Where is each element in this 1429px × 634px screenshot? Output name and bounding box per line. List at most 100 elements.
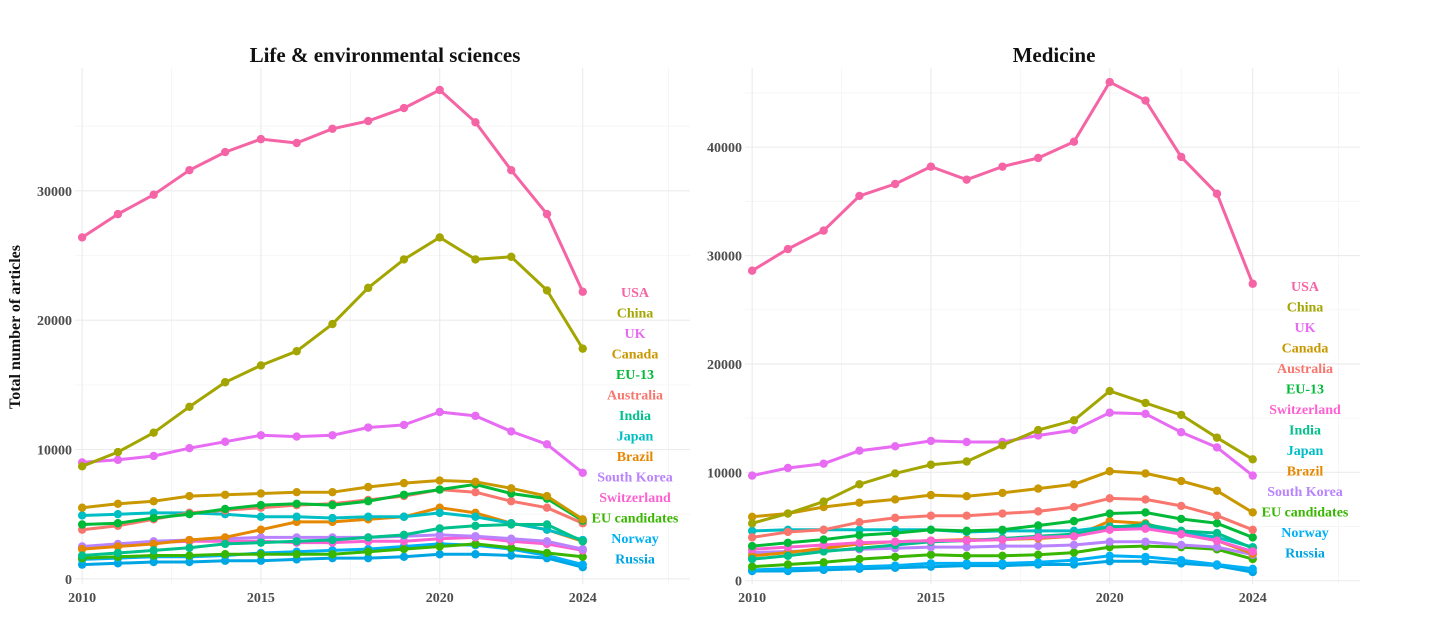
series-australia xyxy=(747,494,1257,542)
data-point xyxy=(1248,547,1257,556)
data-point xyxy=(1141,524,1150,533)
data-point xyxy=(1177,529,1186,539)
x-tick-label: 2024 xyxy=(569,591,597,606)
data-point xyxy=(1212,486,1222,495)
data-point xyxy=(998,509,1007,518)
data-point xyxy=(113,509,123,519)
y-tick-label: 30000 xyxy=(37,185,72,200)
data-point xyxy=(328,124,337,133)
data-point xyxy=(962,457,971,466)
data-point xyxy=(1248,533,1257,542)
data-point xyxy=(926,559,936,568)
data-point xyxy=(1033,153,1043,163)
data-point xyxy=(256,556,266,565)
data-point xyxy=(1212,189,1222,198)
data-point xyxy=(1141,537,1150,546)
data-point xyxy=(1069,480,1079,489)
data-point xyxy=(113,455,123,465)
data-point xyxy=(578,537,587,546)
data-point xyxy=(363,482,373,492)
data-point xyxy=(926,550,936,559)
y-axis-title: Total number of articles xyxy=(7,245,24,409)
series-label-norway: Norway xyxy=(1281,526,1328,541)
data-point xyxy=(1248,471,1257,480)
data-point xyxy=(220,550,230,559)
data-point xyxy=(926,436,936,446)
data-point xyxy=(578,560,587,569)
gridlines xyxy=(745,68,1360,584)
data-point xyxy=(471,255,480,264)
data-point xyxy=(747,562,757,571)
data-point xyxy=(1248,455,1257,464)
series-labels: USA China UK Canada EU-13 Australia India Japan… xyxy=(592,286,679,568)
data-point xyxy=(1212,433,1222,442)
data-point xyxy=(962,491,971,501)
data-point xyxy=(962,536,971,545)
data-point xyxy=(77,520,87,529)
data-point xyxy=(1105,537,1114,546)
data-point xyxy=(399,103,409,113)
data-point xyxy=(962,559,971,568)
data-point xyxy=(819,226,828,235)
data-point xyxy=(399,544,409,554)
data-point xyxy=(855,480,864,489)
data-point xyxy=(471,531,480,541)
data-point xyxy=(855,562,864,571)
data-point xyxy=(435,508,444,518)
data-point xyxy=(328,319,337,329)
data-point xyxy=(507,534,516,543)
series-label-eu-13: EU-13 xyxy=(1286,383,1324,398)
data-point xyxy=(578,544,587,554)
data-point xyxy=(783,244,793,254)
data-point xyxy=(220,378,230,387)
data-point xyxy=(1033,533,1043,542)
data-point xyxy=(507,165,516,175)
data-point xyxy=(292,512,301,521)
data-point xyxy=(471,411,480,421)
data-point xyxy=(220,147,230,157)
data-point xyxy=(542,548,552,558)
data-point xyxy=(1141,552,1150,562)
data-point xyxy=(819,525,828,534)
data-point xyxy=(77,551,87,560)
data-point xyxy=(1248,508,1257,517)
data-point xyxy=(855,538,864,548)
x-tick-label: 2024 xyxy=(1239,591,1267,606)
series-label-india: India xyxy=(1289,424,1321,439)
data-point xyxy=(783,527,793,537)
data-point xyxy=(507,484,516,493)
data-point xyxy=(1177,428,1186,437)
series-uk xyxy=(77,407,587,477)
data-point xyxy=(363,116,373,126)
data-point xyxy=(1105,77,1114,87)
y-tick-label: 20000 xyxy=(707,358,742,373)
data-point xyxy=(363,423,373,432)
series-china xyxy=(747,386,1257,528)
data-point xyxy=(399,552,409,562)
gridlines xyxy=(75,68,690,584)
data-point xyxy=(962,175,971,184)
data-point xyxy=(328,535,337,545)
data-point xyxy=(1033,425,1043,435)
data-point xyxy=(328,500,337,510)
data-point xyxy=(998,441,1007,450)
data-point xyxy=(435,524,444,533)
x-tick-label: 2010 xyxy=(68,591,96,606)
data-point xyxy=(507,543,516,552)
series-label-eu-13: EU-13 xyxy=(616,368,654,383)
data-point xyxy=(578,515,587,524)
data-point xyxy=(747,526,757,536)
data-point xyxy=(1033,484,1043,493)
series-eu-13 xyxy=(747,508,1257,551)
data-point xyxy=(542,503,552,512)
data-point xyxy=(890,528,900,538)
data-point xyxy=(292,499,301,509)
data-point xyxy=(890,179,900,189)
data-point xyxy=(220,539,230,549)
data-point xyxy=(220,533,230,542)
data-point xyxy=(998,535,1007,544)
data-point xyxy=(1069,516,1079,526)
data-point xyxy=(962,542,971,552)
data-point xyxy=(1033,507,1043,516)
